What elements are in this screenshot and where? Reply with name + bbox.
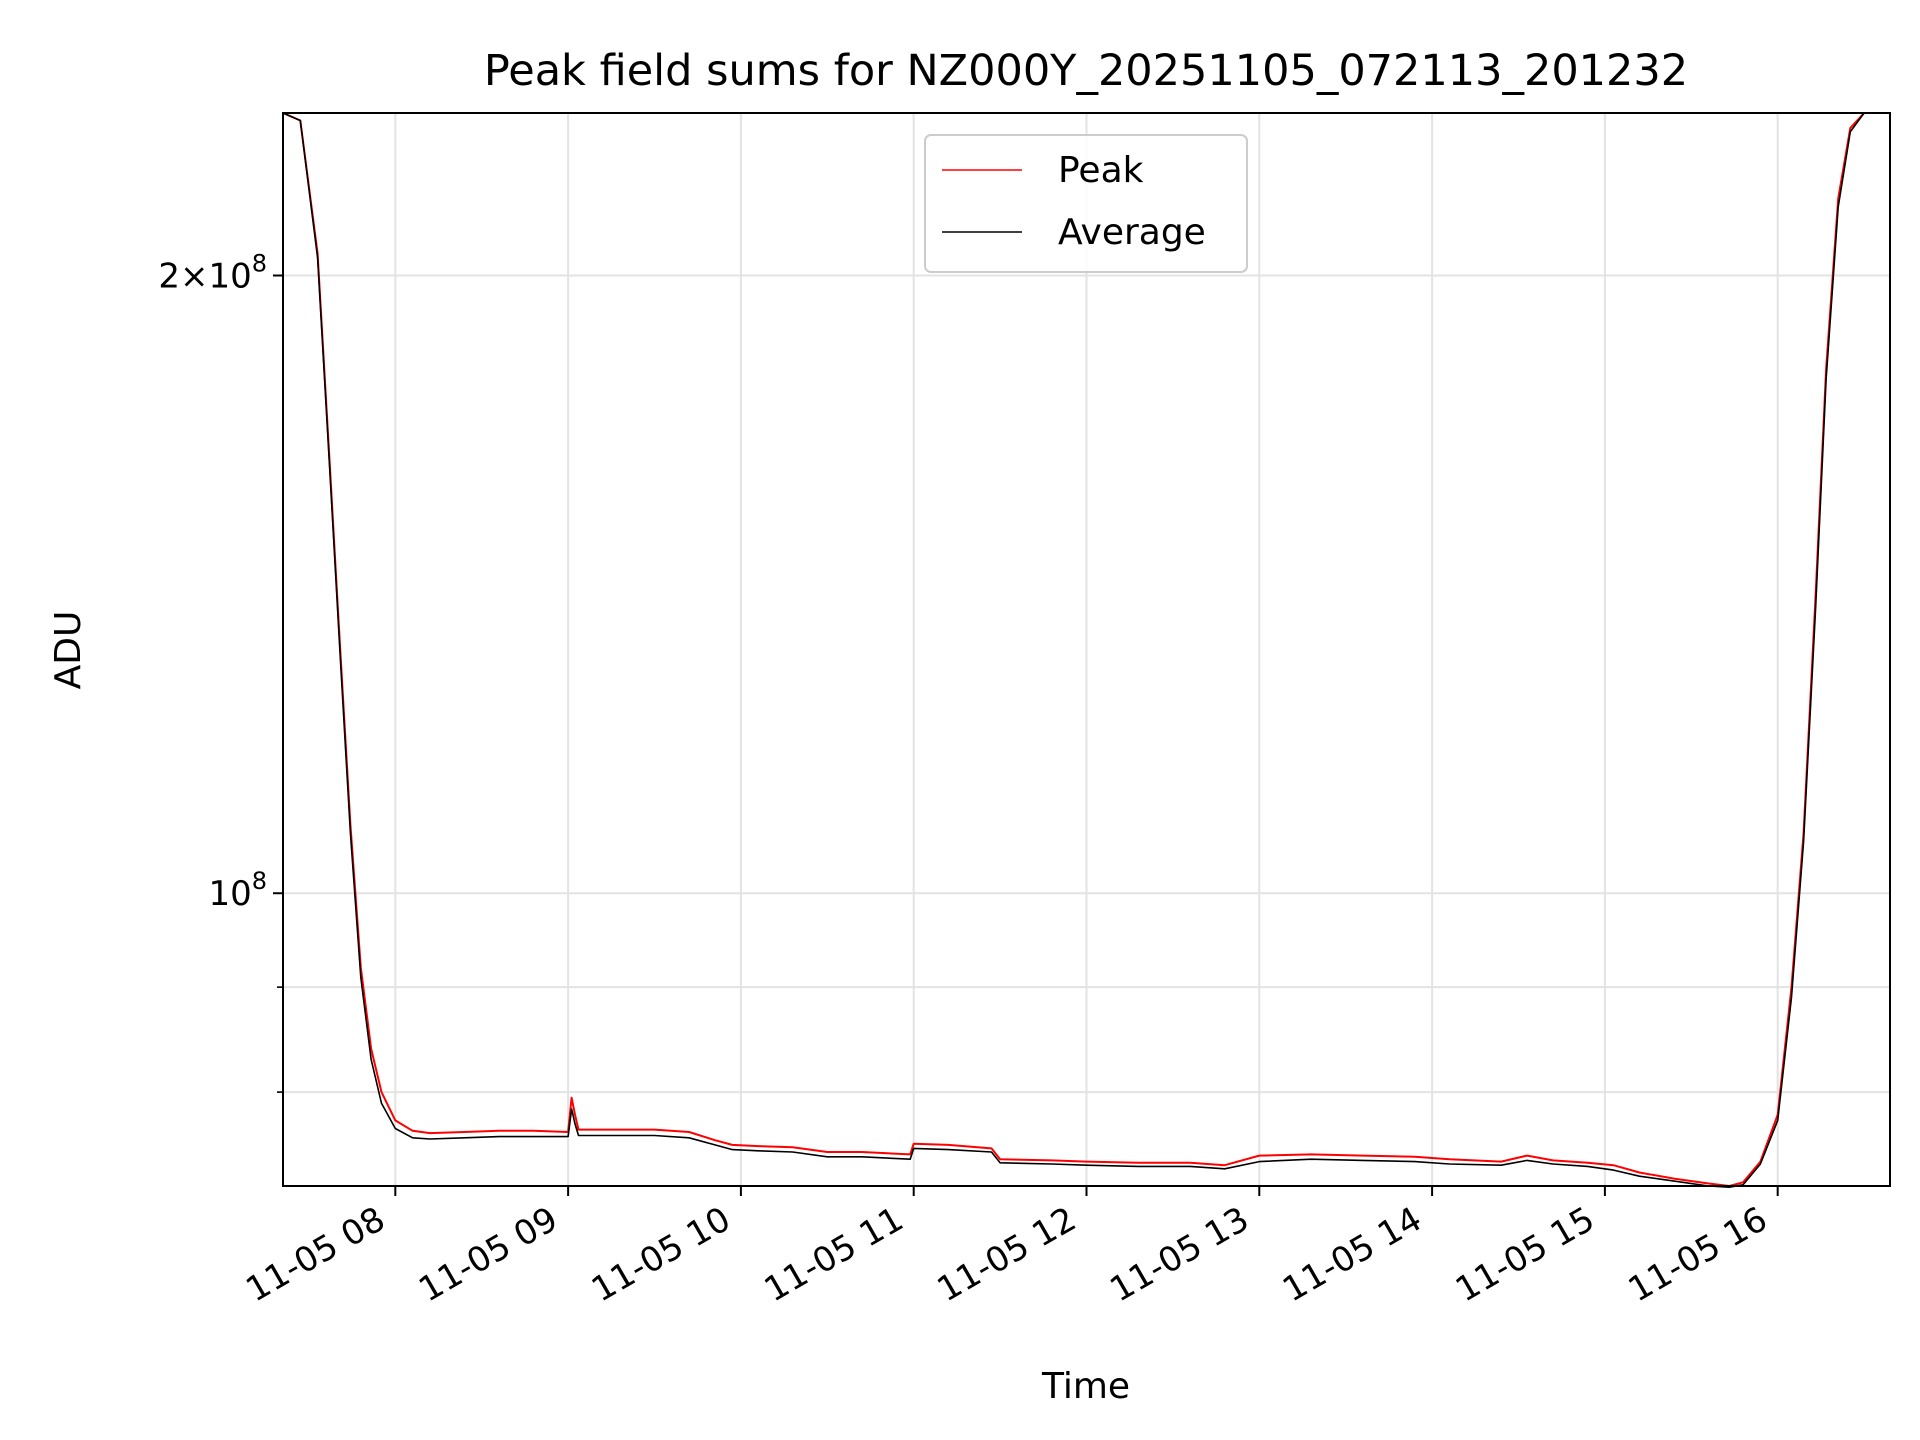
x-axis-ticks: 11-05 08 11-05 09 11-05 10 11-05 11 11-05 12… [239, 1186, 1779, 1310]
x-tick-label: 11-05 16 [1622, 1199, 1774, 1310]
series-line-average [282, 112, 1890, 1188]
y-tick-label: 108 [208, 867, 267, 914]
x-tick-label: 11-05 12 [931, 1199, 1083, 1310]
legend-label-average: Average [1058, 212, 1206, 253]
legend: Peak Average [924, 134, 1248, 273]
legend-label-peak: Peak [1058, 150, 1144, 191]
x-tick-label: 11-05 13 [1103, 1199, 1255, 1310]
chart-title: Peak field sums for NZ000Y_20251105_0721… [484, 46, 1688, 96]
x-tick-label: 11-05 15 [1449, 1199, 1601, 1310]
x-tick-label: 11-05 14 [1276, 1199, 1428, 1310]
series-line-peak [282, 112, 1890, 1187]
x-tick-label: 11-05 09 [412, 1199, 564, 1310]
x-axis-label: Time [1041, 1366, 1130, 1407]
series-lines [282, 112, 1890, 1188]
grid-lines [283, 113, 1890, 1186]
x-tick-label: 11-05 10 [585, 1199, 737, 1310]
x-tick-label: 11-05 11 [758, 1199, 910, 1310]
y-axis-ticks: 108 2×108 [158, 249, 283, 1093]
x-tick-label: 11-05 08 [239, 1199, 391, 1310]
y-tick-label: 2×108 [158, 249, 267, 296]
y-axis-label: ADU [48, 611, 89, 690]
